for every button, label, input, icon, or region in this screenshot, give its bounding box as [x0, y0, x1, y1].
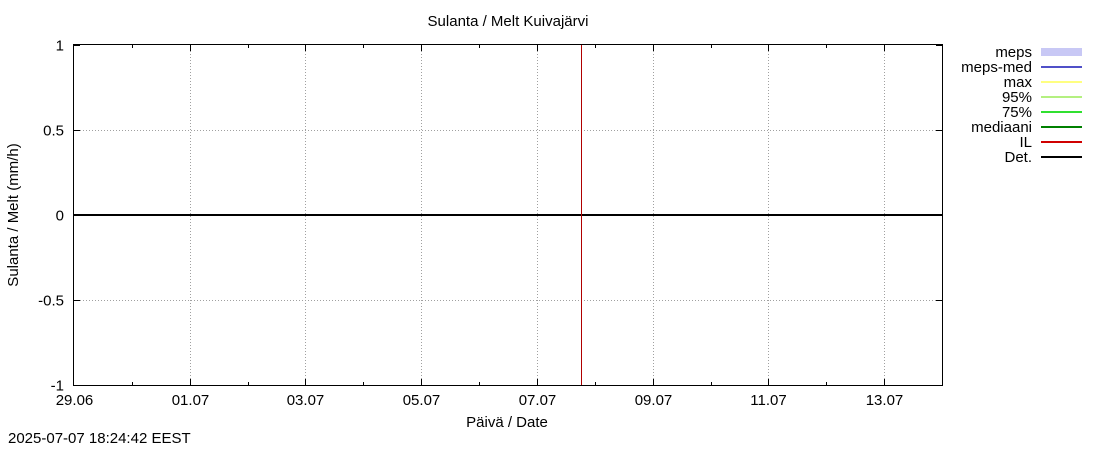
legend-label: 95%: [1002, 89, 1032, 106]
y-axis-ticks: 1 0.5 0 -0.5 -1: [38, 38, 942, 395]
x-tick-label: 11.07: [750, 392, 786, 409]
x-tick-label: 05.07: [403, 392, 441, 409]
y-tick-label: 1: [56, 38, 64, 55]
x-tick-label: 09.07: [635, 392, 673, 409]
x-tick-label: 01.07: [172, 392, 210, 409]
y-tick-label: 0: [56, 208, 64, 225]
plot-frame: [73, 44, 943, 386]
x-tick-label: 13.07: [866, 392, 904, 409]
x-tick-label: 29.06: [56, 392, 94, 409]
legend-label: Det.: [1004, 149, 1032, 166]
y-axis-label: Sulanta / Melt (mm/h): [5, 143, 22, 286]
x-axis-label: Päivä / Date: [466, 414, 548, 431]
legend-label: IL: [1019, 134, 1032, 151]
x-tick-label: 03.07: [287, 392, 325, 409]
chart-title: Sulanta / Melt Kuivajärvi: [428, 13, 589, 30]
legend-swatch: [1041, 48, 1082, 56]
legend-label: 75%: [1002, 104, 1032, 121]
legend-label: max: [1004, 74, 1033, 91]
y-tick-label: -1: [51, 378, 64, 395]
y-tick-label: -0.5: [38, 293, 64, 310]
legend-label: meps: [995, 44, 1032, 61]
legend-label: mediaani: [971, 119, 1032, 136]
x-tick-label: 07.07: [519, 392, 557, 409]
timestamp: 2025-07-07 18:24:42 EEST: [8, 430, 191, 447]
data-layer: [74, 45, 942, 385]
legend-label: meps-med: [961, 59, 1032, 76]
x-axis-ticks: 29.06 01.07 03.07 05.07 07.07 09.07 11.07 13.07: [56, 45, 904, 409]
y-tick-label: 0.5: [43, 123, 64, 140]
